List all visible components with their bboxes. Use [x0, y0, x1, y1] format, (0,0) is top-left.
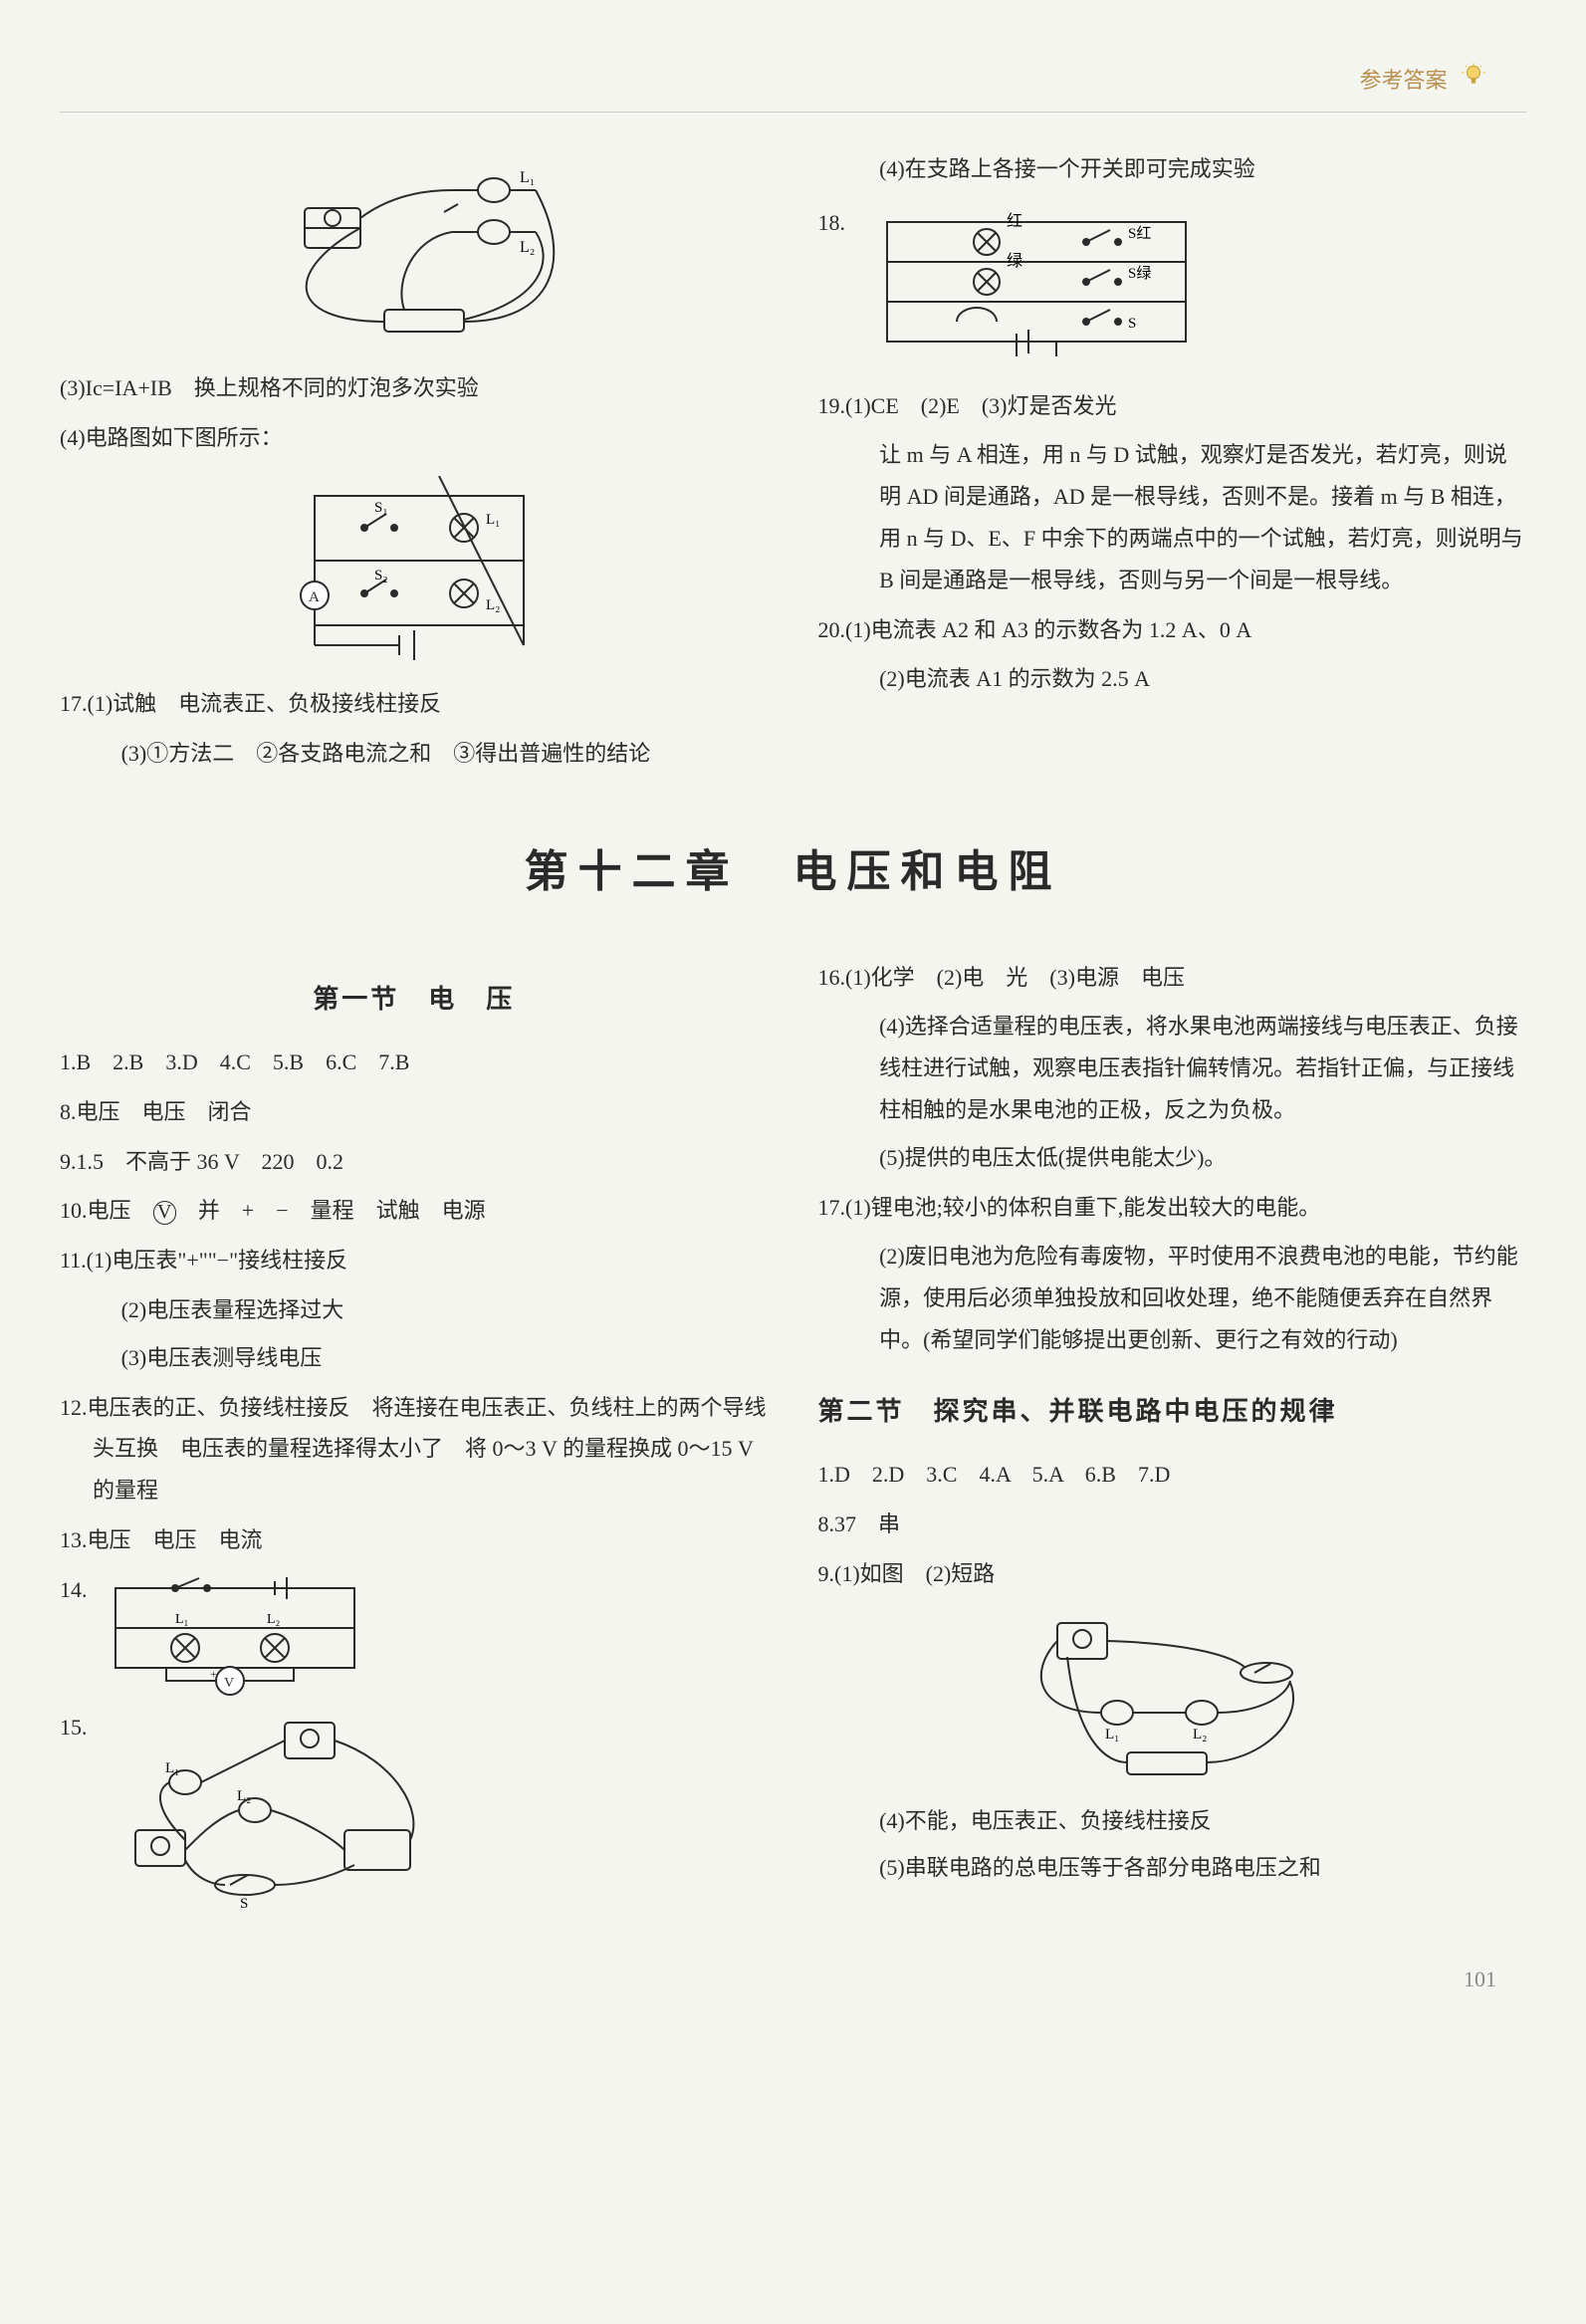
ans11a: 11.(1)电压表"+""−"接线柱接反 [60, 1240, 769, 1281]
page-number: 101 [60, 1959, 1526, 2000]
svg-text:L₂: L₂ [486, 597, 500, 613]
q19-body: 让 m 与 A 相连，用 n 与 D 试触，观察灯是否发光，若灯亮，则说明 AD… [818, 434, 1527, 600]
b8: 8.37 串 [818, 1504, 1527, 1545]
svg-text:L₂: L₂ [1193, 1727, 1207, 1743]
q-line4: (4)电路图如下图所示： [60, 417, 769, 459]
ans15: 15. [60, 1707, 88, 1748]
q18-lead: (4)在支路上各接一个开关即可完成实验 [818, 148, 1527, 190]
svg-text:S₂: S₂ [374, 568, 388, 583]
fig15: L₁ L₂ S [96, 1711, 444, 1910]
header-text: 参考答案 [1359, 68, 1447, 93]
svg-text:+: + [210, 1667, 217, 1681]
q19a: 19.(1)CE (2)E (3)灯是否发光 [818, 385, 1527, 427]
q-eq: (3)Ic=IA+IB 换上规格不同的灯泡多次实验 [60, 367, 769, 409]
chapter-title: 第十二章 电压和电阻 [60, 830, 1526, 914]
sec1-title: 第一节 电 压 [60, 975, 769, 1024]
svg-text:L₂: L₂ [520, 239, 535, 256]
ans10: 10.电压 V 并 + − 量程 试触 电源 [60, 1190, 769, 1232]
ans14: 14. [60, 1569, 88, 1611]
svg-text:L₁: L₁ [520, 169, 535, 186]
svg-text:S绿: S绿 [1128, 265, 1151, 282]
q17a: 17.(1)试触 电流表正、负极接线柱接反 [60, 683, 769, 725]
q18-num: 18. [818, 196, 846, 244]
svg-text:V: V [224, 1676, 234, 1691]
lower-right-col: 16.(1)化学 (2)电 光 (3)电源 电压 (4)选择合适量程的电压表，将… [818, 949, 1527, 1914]
fig14: V + L₁ L₂ [96, 1573, 374, 1703]
fig18: 红 绿 S红 S绿 S [857, 202, 1216, 371]
fig9: L₁ L₂ [818, 1613, 1527, 1782]
q17b: (3)①方法二 ②各支路电流之和 ③得出普遍性的结论 [60, 733, 769, 775]
svg-text:S: S [1128, 316, 1136, 332]
svg-text:L₁: L₁ [486, 512, 500, 528]
upper-columns: L₁ L₂ (3)Ic=IA+IB 换上规格不同的灯泡多次实验 (4)电路图如下… [60, 142, 1526, 781]
upper-right-col: (4)在支路上各接一个开关即可完成实验 18. [818, 142, 1527, 781]
ans12: 12.电压表的正、负接线柱接反 将连接在电压表正、负线柱上的两个导线头互换 电压… [60, 1387, 769, 1511]
r17a: 17.(1)锂电池;较小的体积自重下,能发出较大的电能。 [818, 1187, 1527, 1229]
ans9: 9.1.5 不高于 36 V 220 0.2 [60, 1141, 769, 1183]
b1-7: 1.D 2.D 3.C 4.A 5.A 6.B 7.D [818, 1454, 1527, 1496]
q20b: (2)电流表 A1 的示数为 2.5 A [818, 658, 1527, 700]
page-header: 参考答案 [60, 40, 1526, 113]
r16a: 16.(1)化学 (2)电 光 (3)电源 电压 [818, 957, 1527, 999]
svg-text:S₁: S₁ [374, 500, 388, 516]
svg-text:L₂: L₂ [237, 1788, 251, 1804]
svg-text:L₁: L₁ [1105, 1727, 1119, 1743]
ans13: 13.电压 电压 电流 [60, 1519, 769, 1561]
svg-text:S: S [240, 1896, 248, 1910]
lower-left-col: 第一节 电 压 1.B 2.B 3.D 4.C 5.B 6.C 7.B 8.电压… [60, 949, 769, 1914]
ans10-pre: 10.电压 [60, 1198, 153, 1223]
r16c: (5)提供的电压太低(提供电能太少)。 [818, 1137, 1527, 1179]
b9d: (4)不能，电压表正、负接线柱接反 [818, 1800, 1527, 1842]
ans8: 8.电压 电压 闭合 [60, 1091, 769, 1133]
svg-text:A: A [309, 589, 320, 605]
fig-schematic-2: A S₁ S₂ L₁ L₂ [60, 476, 769, 665]
lower-columns: 第一节 电 压 1.B 2.B 3.D 4.C 5.B 6.C 7.B 8.电压… [60, 949, 1526, 1914]
ans1-7: 1.B 2.B 3.D 4.C 5.B 6.C 7.B [60, 1042, 769, 1083]
bulb-icon [1461, 62, 1486, 88]
b9a: 9.(1)如图 (2)短路 [818, 1553, 1527, 1595]
svg-text:L₂: L₂ [267, 1612, 281, 1627]
sec2-title: 第二节 探究串、并联电路中电压的规律 [818, 1387, 1527, 1436]
svg-text:L₁: L₁ [165, 1760, 179, 1776]
fig-pictorial-1: L₁ L₂ [60, 160, 769, 349]
ans10-post: 并 + − 量程 试触 电源 [176, 1198, 486, 1223]
ans11c: (3)电压表测导线电压 [60, 1337, 769, 1379]
r16b: (4)选择合适量程的电压表，将水果电池两端接线与电压表正、负接线柱进行试触，观察… [818, 1006, 1527, 1130]
b9e: (5)串联电路的总电压等于各部分电路电压之和 [818, 1847, 1527, 1889]
svg-text:红: 红 [1007, 212, 1022, 230]
q20a: 20.(1)电流表 A2 和 A3 的示数各为 1.2 A、0 A [818, 609, 1527, 651]
svg-text:L₁: L₁ [175, 1612, 188, 1627]
ans11b: (2)电压表量程选择过大 [60, 1289, 769, 1331]
r17b: (2)废旧电池为危险有毒废物，平时使用不浪费电池的电能，节约能源，使用后必须单独… [818, 1236, 1527, 1360]
svg-text:绿: 绿 [1007, 252, 1022, 270]
svg-text:S红: S红 [1128, 225, 1151, 242]
upper-left-col: L₁ L₂ (3)Ic=IA+IB 换上规格不同的灯泡多次实验 (4)电路图如下… [60, 142, 769, 781]
circled-v: V [153, 1201, 176, 1224]
